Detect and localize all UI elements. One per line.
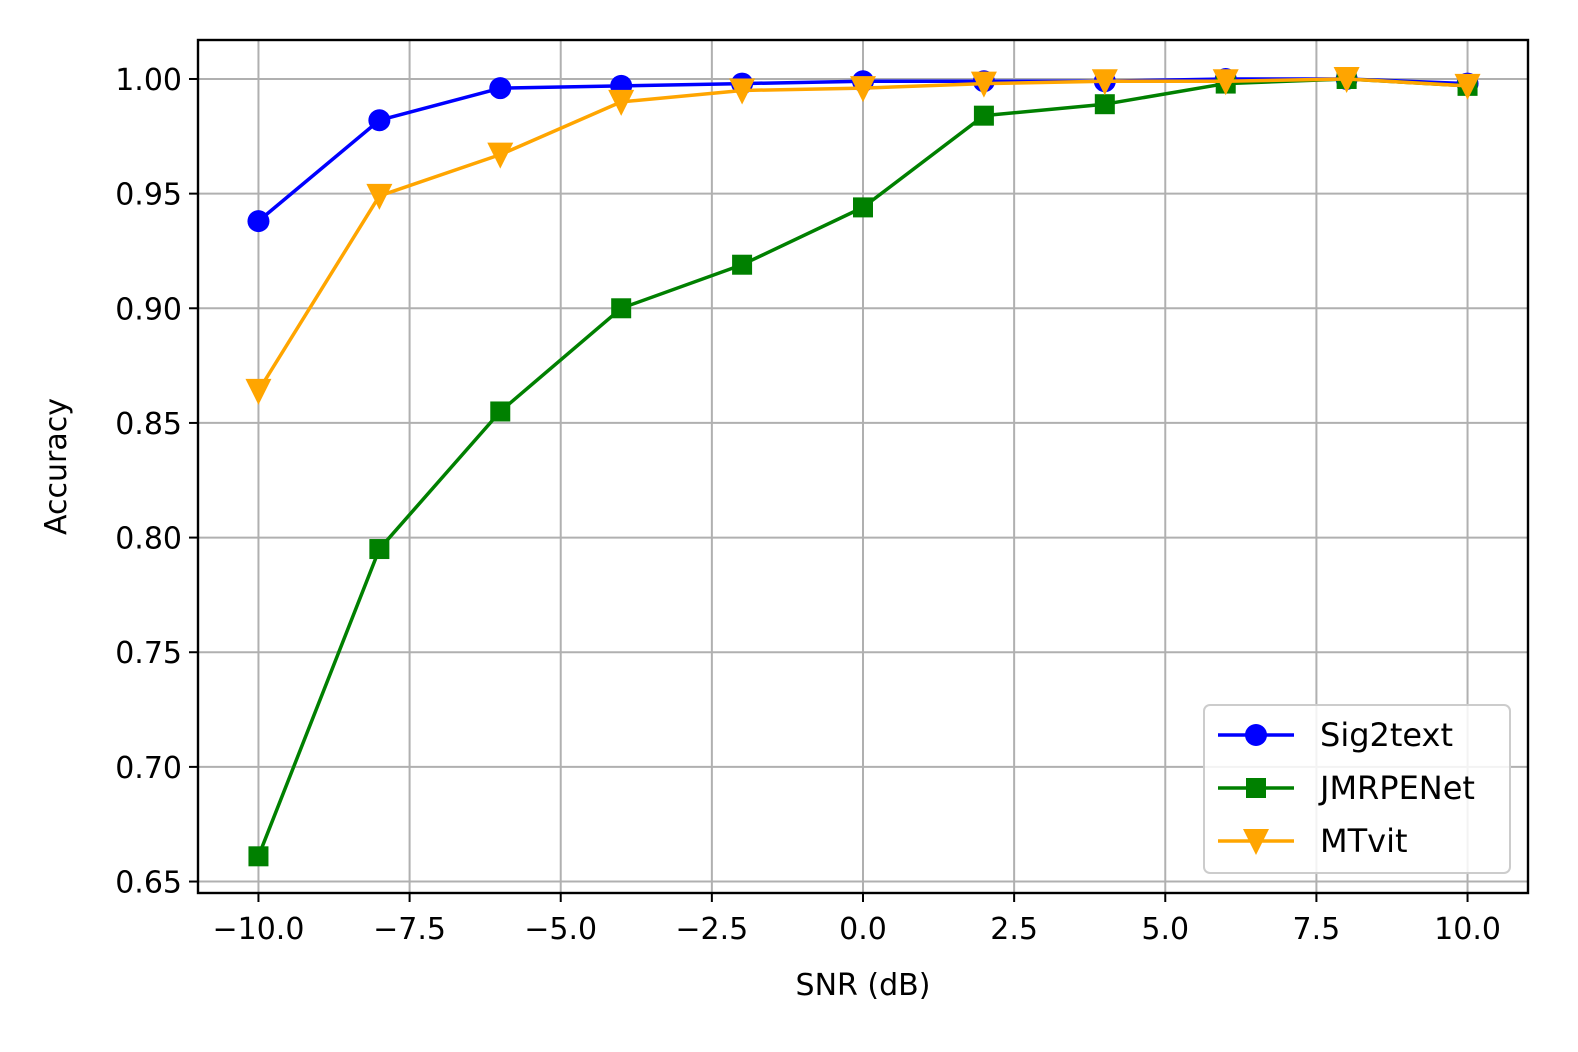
legend: Sig2text JMRPENet MTvit xyxy=(1203,704,1511,874)
y-tick-label: 0.75 xyxy=(115,636,182,671)
legend-marker xyxy=(1243,829,1269,855)
data-point xyxy=(729,78,756,105)
data-point xyxy=(487,142,514,169)
data-point xyxy=(248,846,269,867)
data-point xyxy=(1333,66,1360,93)
data-point xyxy=(369,539,390,560)
legend-marker xyxy=(1246,778,1266,798)
data-point xyxy=(1091,69,1118,96)
legend-item: Sig2text xyxy=(1218,716,1453,754)
legend-label: JMRPENet xyxy=(1318,769,1475,807)
data-point xyxy=(366,183,393,210)
x-tick-label: 10.0 xyxy=(1434,912,1501,947)
legend-item: JMRPENet xyxy=(1218,769,1475,807)
data-point xyxy=(611,298,632,319)
x-tick-label: −2.5 xyxy=(675,912,748,947)
y-tick-label: 0.95 xyxy=(115,178,182,213)
data-point xyxy=(973,105,994,126)
data-point xyxy=(368,109,391,132)
data-point xyxy=(970,71,997,98)
x-tick-label: −7.5 xyxy=(373,912,446,947)
data-point xyxy=(1094,94,1115,115)
legend-label: Sig2text xyxy=(1320,716,1453,754)
y-tick-label: 1.00 xyxy=(115,63,182,98)
y-tick-label: 0.65 xyxy=(115,866,182,901)
legend-box xyxy=(1203,704,1511,874)
y-tick-label: 0.70 xyxy=(115,751,182,786)
data-point xyxy=(489,77,512,100)
legend-label: MTvit xyxy=(1320,822,1408,860)
data-point xyxy=(1454,73,1481,100)
legend-item: MTvit xyxy=(1218,822,1408,860)
data-point xyxy=(732,254,753,275)
legend-marker xyxy=(1245,724,1267,746)
data-point xyxy=(247,210,270,233)
y-tick-label: 0.90 xyxy=(115,292,182,327)
data-point xyxy=(245,378,272,405)
data-point xyxy=(490,401,511,422)
x-tick-label: −10.0 xyxy=(212,912,304,947)
y-axis-label: Accuracy xyxy=(39,398,74,535)
data-point xyxy=(853,197,873,218)
x-tick-label: 2.5 xyxy=(990,912,1038,947)
data-point xyxy=(608,89,635,116)
x-axis-label: SNR (dB) xyxy=(796,968,931,1003)
series-layer xyxy=(245,66,1481,867)
legend-items: Sig2text JMRPENet MTvit xyxy=(1218,716,1475,860)
y-tick-label: 0.80 xyxy=(115,522,182,557)
x-axis-ticks: −10.0 −7.5 −5.0 −2.5 0.0 2.5 5.0 7.5 10.0 xyxy=(212,893,1501,947)
data-point xyxy=(1212,69,1239,96)
x-tick-label: −5.0 xyxy=(524,912,597,947)
y-axis-ticks: 0.65 0.70 0.75 0.80 0.85 0.90 0.95 1.00 xyxy=(115,63,198,901)
series-mtvit xyxy=(245,66,1481,405)
x-tick-label: 0.0 xyxy=(839,912,887,947)
x-tick-label: 7.5 xyxy=(1293,912,1341,947)
y-tick-label: 0.85 xyxy=(115,407,182,442)
x-tick-label: 5.0 xyxy=(1141,912,1189,947)
data-point xyxy=(850,76,876,103)
